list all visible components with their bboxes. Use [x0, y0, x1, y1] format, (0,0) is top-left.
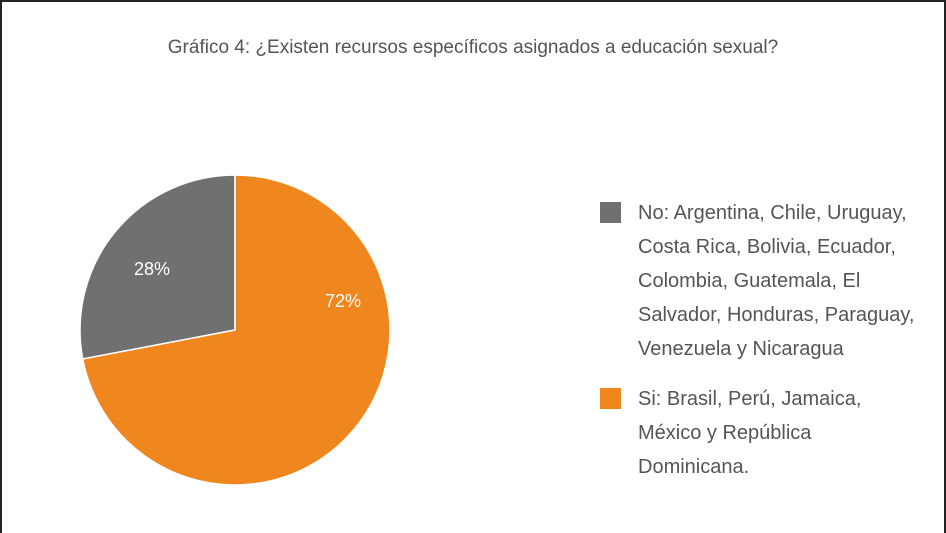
legend-label: No: Argentina, Chile, Uruguay, Costa Ric… — [638, 202, 915, 360]
pie-slice — [79, 174, 236, 360]
chart-title: Gráfico 4: ¿Existen recursos específicos… — [168, 37, 778, 58]
pie-slice — [81, 174, 391, 486]
legend-swatch — [600, 202, 621, 223]
legend-item: Si: Brasil, Perú, Jamaica, México y Repú… — [600, 382, 928, 484]
data-label: 28% — [134, 259, 170, 279]
legend-label: Si: Brasil, Perú, Jamaica, México y Repú… — [638, 388, 862, 478]
legend-swatch — [600, 388, 621, 409]
legend-item: No: Argentina, Chile, Uruguay, Costa Ric… — [600, 196, 928, 366]
data-label: 72% — [325, 291, 361, 311]
